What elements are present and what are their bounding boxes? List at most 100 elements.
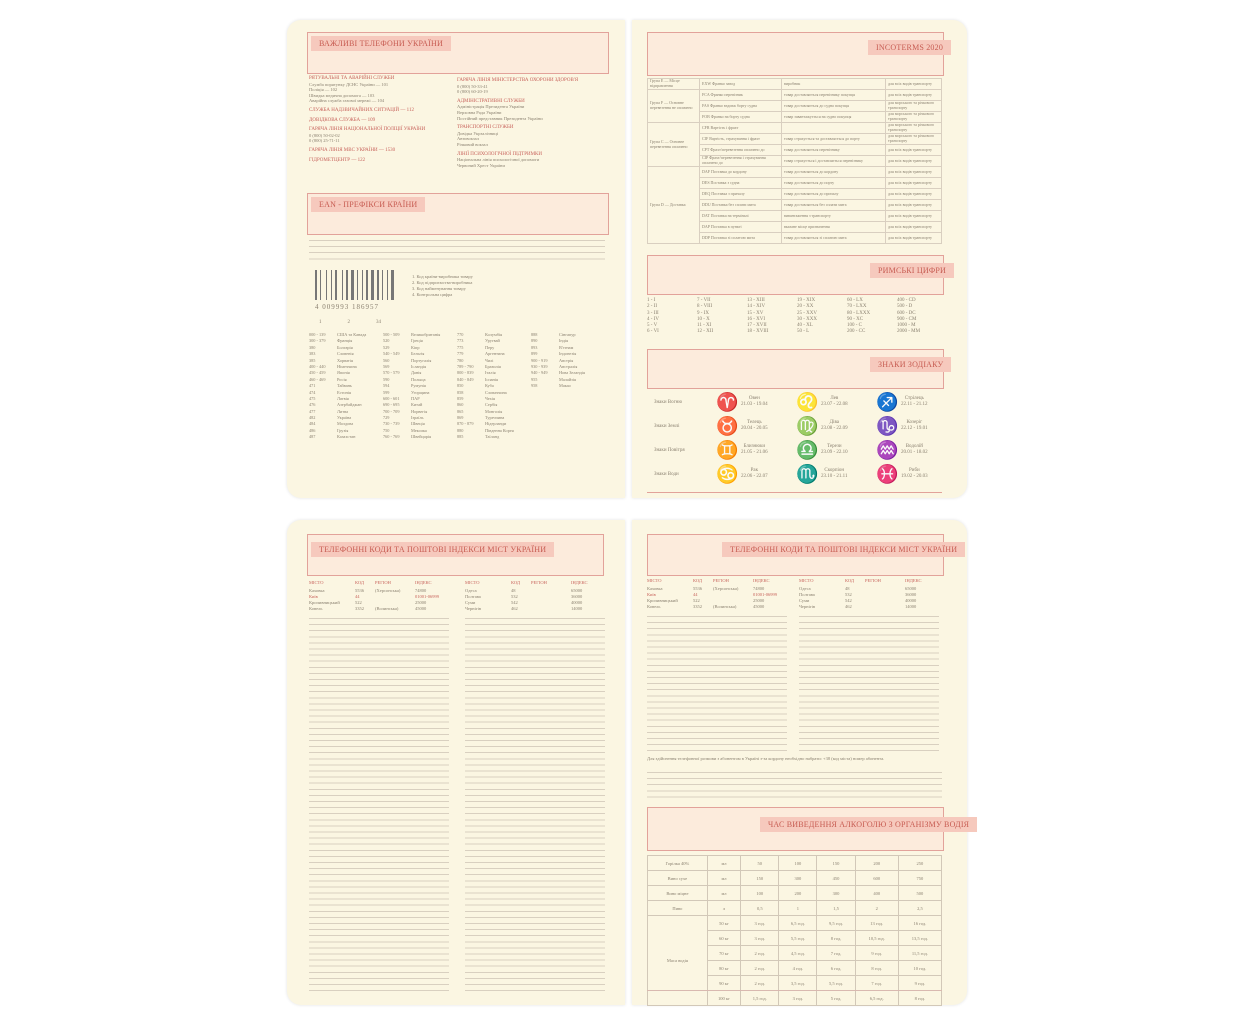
zodiac-sign: ♋ Рак 22.06 - 22.07 [716,464,796,484]
barcode-bar [380,270,381,300]
section-title: EAN - ПРЕФІКСИ КРАЇНИ [311,197,426,212]
incoterm-term: DEQ Поставка з причалу [699,188,782,200]
zodiac-name: Лев [830,396,839,401]
prefix-country: В'єтнам [559,344,574,350]
city-cell: Суми [465,600,476,606]
zodiac-name: Терези [827,444,842,449]
prefix-code: 400 - 440 [309,363,326,369]
incoterm-term: DDU Поставка без сплати мита [699,199,782,211]
incoterms-row: Група C — Основне перевезення оплачено CF… [647,122,942,167]
prefix-code: 899 [531,351,538,357]
city-rows [309,616,449,994]
prefix-code: 600 - 601 [383,395,400,401]
roman-numeral: 500 - D [897,304,913,310]
prefix-code: 800 - 839 [457,370,474,376]
drink-amount: 300 [778,870,818,886]
incoterm-transport: для всіх видів транспорту [885,78,942,90]
barcode-bar [344,270,345,300]
city-rows [465,616,605,994]
incoterm-term: CPT Фрахт/перевезення оплачено до [699,144,782,156]
barcode-bar [315,270,317,300]
prefix-country: Великобританія [411,332,441,337]
prefix-row: 958 Макао [531,383,605,389]
prefix-country: Польща [411,376,426,382]
prefix-country: Аргентина [485,351,505,357]
prefix-country: Данія [411,370,422,376]
zodiac-name: Близнюки [743,444,766,449]
prefix-code: 775 [457,344,464,350]
page-city-codes-left: ТЕЛЕФОННІ КОДИ ТА ПОШТОВІ ІНДЕКСИ МІСТ У… [287,520,625,1005]
city-rows [799,614,939,752]
city-cell: 532 [845,592,852,598]
prefix-country: Індонезія [559,351,577,357]
city-cell: Каховка [647,586,663,592]
city-row: Полтава 532 36000 [799,592,939,598]
incoterm-group: Група D — Доставка [647,166,700,244]
city-cell: 3352 [693,604,702,610]
zodiac-dates: 23.09 - 22.10 [821,450,848,455]
service-title: ЛІНІЇ ПСИХОЛОГІЧНОЇ ПІДТРИМКИ [457,151,542,157]
barcode-bar [382,270,383,300]
incoterm-transport: для всіх видів транспорту [885,166,942,178]
city-row: Полтава 532 36000 [465,594,605,600]
incoterm-description: товар доставляється до кордону [781,166,886,178]
zodiac-dates: 23.07 - 22.08 [821,402,848,407]
prefix-row: 860 Сербія [457,402,531,408]
incoterm-term: DDP Поставка зі сплатою мита [699,232,782,244]
prefix-row: 000 - 139 США та Канада [309,332,383,338]
prefix-code: 476 [309,402,316,408]
drink-row: Вино міцне мл 100 200 300 400 500 [647,885,943,901]
service-line: Річковий вокзал [457,141,488,147]
prefix-country: Греція [411,338,423,344]
city-table-header: МІСТО КОД РЕГІОН ІНДЕКС [465,580,605,586]
driver-weight: 90 кг [706,975,742,991]
barcode-bar [355,270,356,300]
prefix-country: Росія [337,376,347,382]
prefix-code: 773 [457,338,464,344]
legend-item: 3. Код найменування товару [412,286,466,291]
service-title: ТРАНСПОРТНІ СЛУЖБИ [457,125,514,131]
incoterm-description: товар доставляється без сплати мита [781,199,886,211]
prefix-country: Туреччина [485,415,505,421]
city-cell: Київ [647,592,656,598]
barcode-bar [357,270,358,300]
incoterm-term: DAF Поставка до кордону [699,166,782,178]
prefix-country: Чехія [485,395,495,401]
city-table-right: МІСТО КОД РЕГІОН ІНДЕКС Одеса 48 65000 Полтава 5… [799,578,939,610]
elimination-time: 10,5 год. [854,930,899,946]
prefix-row: 569 Ісландія [383,364,457,370]
prefix-country: Швеція [411,421,425,427]
prefix-country: Молдова [337,421,354,427]
zodiac-dates: 20.04 - 20.05 [741,426,768,431]
prefix-row: 890 Індія [531,338,605,344]
prefix-code: 460 - 469 [309,376,326,382]
city-row: Каховка 5536 (Херсонська) 74800 [309,588,449,594]
service-line: Служба порятунку ДСНС України — 101 [309,81,389,87]
section-title: РИМСЬКІ ЦИФРИ [870,263,954,278]
city-cell: 5536 [355,588,364,594]
incoterm-transport: для морського та річкового транспорту [885,122,942,134]
city-cell: 36000 [905,592,917,598]
city-cell: (Херсонська) [375,588,401,594]
barcode-bar [369,270,370,300]
incoterm-term: CIF Вартість, страхування і фрахт [699,133,782,145]
city-cell: 48 [845,586,850,592]
drink-amount: 600 [854,870,899,886]
incoterm-description: виробник [781,78,886,90]
roman-numeral: 2 - II [647,304,657,310]
section-title: ВАЖЛИВІ ТЕЛЕФОНИ УКРАЇНИ [311,36,451,51]
incoterms-row: Група F — Основне перевезення не оплачен… [647,89,942,123]
city-cell: Ковель [647,604,661,610]
barcode-bar [342,270,343,300]
prefix-country: Азербайджан [337,402,362,408]
city-cell: 542 [845,598,852,604]
city-cell: 45000 [415,606,427,612]
city-cell: 65000 [571,588,583,594]
ean-description-text [309,238,605,263]
service-line: Аварійна служба газової мережі — 104 [309,98,385,104]
incoterm-description: вивантаження з транспорту [781,210,886,222]
barcode-bar [359,270,361,300]
column-header: РЕГІОН [865,578,881,583]
service-line: Автовокзал [457,136,479,142]
drink-name: Пиво [647,900,708,916]
